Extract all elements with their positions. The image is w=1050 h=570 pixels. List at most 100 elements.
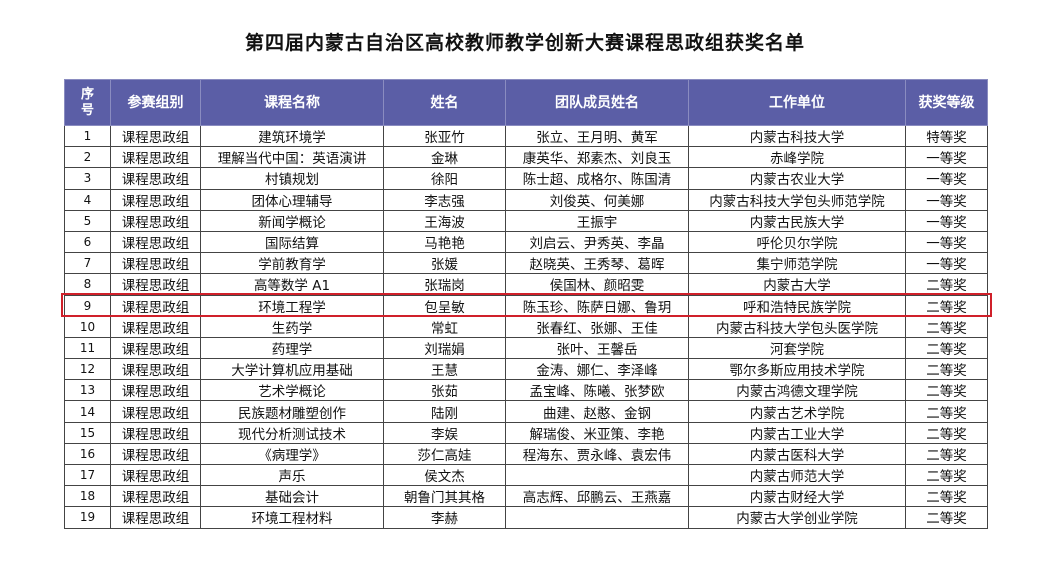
cell-group: 课程思政组	[110, 209, 201, 232]
cell-name: 王慧	[383, 358, 506, 381]
cell-group: 课程思政组	[110, 124, 201, 148]
table-row: 15 课程思政组 现代分析测试技术 李娱 解瑞俊、米亚策、李艳 内蒙古工业大学 二等奖	[64, 421, 988, 444]
award-table: 序号 参赛组别 课程名称 姓名 团队成员姓名 工作单位 获奖等级 1 课程思政组 建筑环境学 张亚…	[64, 79, 988, 529]
cell-no: 18	[64, 485, 111, 508]
cell-course: 学前教育学	[200, 252, 384, 275]
table-row: 14 课程思政组 民族题材雕塑创作 陆刚 曲建、赵憨、金钢 内蒙古艺术学院 二等奖	[64, 400, 988, 423]
cell-group: 课程思政组	[110, 400, 201, 423]
cell-unit: 内蒙古师范大学	[688, 463, 906, 487]
cell-award: 二等奖	[905, 463, 988, 487]
cell-name: 侯文杰	[383, 463, 506, 487]
cell-course: 《病理学》	[200, 442, 384, 466]
cell-course: 高等数学 A1	[200, 273, 384, 296]
table-row: 16 课程思政组 《病理学》 莎仁高娃 程海东、贾永峰、袁宏伟 内蒙古医科大学 二等奖	[64, 442, 988, 466]
cell-award: 一等奖	[905, 146, 988, 169]
cell-name: 李娱	[383, 421, 506, 444]
cell-no: 3	[64, 167, 111, 190]
cell-group: 课程思政组	[110, 146, 201, 169]
cell-award: 二等奖	[905, 400, 988, 423]
cell-team: 张立、王月明、黄军	[505, 124, 689, 148]
table-row: 11 课程思政组 药理学 刘瑞娟 张叶、王馨岳 河套学院 二等奖	[64, 336, 988, 360]
cell-name: 徐阳	[383, 167, 506, 190]
cell-team: 解瑞俊、米亚策、李艳	[505, 421, 689, 444]
cell-team	[505, 506, 689, 529]
cell-group: 课程思政组	[110, 506, 201, 529]
cell-no: 15	[64, 421, 111, 444]
cell-team: 程海东、贾永峰、袁宏伟	[505, 442, 689, 466]
cell-no: 11	[64, 336, 111, 360]
cell-group: 课程思政组	[110, 485, 201, 508]
cell-course: 新闻学概论	[200, 209, 384, 232]
cell-unit: 内蒙古工业大学	[688, 421, 906, 444]
cell-group: 课程思政组	[110, 421, 201, 444]
cell-group: 课程思政组	[110, 230, 201, 254]
cell-course: 生药学	[200, 315, 384, 338]
cell-name: 王海波	[383, 209, 506, 232]
cell-course: 理解当代中国：英语演讲	[200, 146, 384, 169]
cell-course: 国际结算	[200, 230, 384, 254]
cell-course: 大学计算机应用基础	[200, 358, 384, 381]
cell-group: 课程思政组	[110, 167, 201, 190]
cell-group: 课程思政组	[110, 358, 201, 381]
cell-course: 民族题材雕塑创作	[200, 400, 384, 423]
cell-group: 课程思政组	[110, 315, 201, 338]
cell-name: 常虹	[383, 315, 506, 338]
cell-name: 张亚竹	[383, 124, 506, 148]
cell-unit: 内蒙古艺术学院	[688, 400, 906, 423]
column-header-unit: 工作单位	[688, 79, 906, 126]
table-row: 4 课程思政组 团体心理辅导 李志强 刘俊英、何美娜 内蒙古科技大学包头师范学院 一等奖	[64, 188, 988, 211]
cell-no: 16	[64, 442, 111, 466]
cell-award: 二等奖	[905, 294, 988, 317]
cell-unit: 内蒙古民族大学	[688, 209, 906, 232]
cell-course: 团体心理辅导	[200, 188, 384, 211]
cell-no: 8	[64, 273, 111, 296]
cell-unit: 内蒙古大学	[688, 273, 906, 296]
cell-unit: 河套学院	[688, 336, 906, 360]
cell-team: 刘俊英、何美娜	[505, 188, 689, 211]
cell-name: 李志强	[383, 188, 506, 211]
cell-no: 17	[64, 463, 111, 487]
table-row: 2 课程思政组 理解当代中国：英语演讲 金琳 康英华、郑素杰、刘良玉 赤峰学院 一等奖	[64, 146, 988, 169]
cell-course: 村镇规划	[200, 167, 384, 190]
cell-team: 张春红、张娜、王佳	[505, 315, 689, 338]
cell-team: 张叶、王馨岳	[505, 336, 689, 360]
cell-unit: 内蒙古科技大学	[688, 124, 906, 148]
cell-award: 二等奖	[905, 273, 988, 296]
cell-name: 包呈敏	[383, 294, 506, 317]
cell-group: 课程思政组	[110, 379, 201, 402]
cell-course: 基础会计	[200, 485, 384, 508]
cell-team: 赵晓英、王秀琴、葛晖	[505, 252, 689, 275]
cell-no: 9	[64, 294, 111, 317]
table-row: 7 课程思政组 学前教育学 张媛 赵晓英、王秀琴、葛晖 集宁师范学院 一等奖	[64, 252, 988, 275]
column-header-name: 姓名	[383, 79, 506, 126]
cell-name: 张茹	[383, 379, 506, 402]
cell-award: 二等奖	[905, 506, 988, 529]
cell-course: 现代分析测试技术	[200, 421, 384, 444]
cell-course: 艺术学概论	[200, 379, 384, 402]
cell-team: 侯国林、颜昭雯	[505, 273, 689, 296]
cell-no: 14	[64, 400, 111, 423]
table-row: 12 课程思政组 大学计算机应用基础 王慧 金涛、娜仁、李泽峰 鄂尔多斯应用技术学院 二等奖	[64, 358, 988, 381]
cell-course: 环境工程材料	[200, 506, 384, 529]
cell-name: 莎仁高娃	[383, 442, 506, 466]
cell-team: 陈士超、成格尔、陈国清	[505, 167, 689, 190]
table-row: 13 课程思政组 艺术学概论 张茹 孟宝峰、陈曦、张梦欧 内蒙古鸿德文理学院 二等奖	[64, 379, 988, 402]
table-row: 8 课程思政组 高等数学 A1 张瑞岗 侯国林、颜昭雯 内蒙古大学 二等奖	[64, 273, 988, 296]
cell-team: 金涛、娜仁、李泽峰	[505, 358, 689, 381]
table-row: 18 课程思政组 基础会计 朝鲁门其其格 高志辉、邱鹏云、王燕嘉 内蒙古财经大学 二等奖	[64, 485, 988, 508]
cell-group: 课程思政组	[110, 188, 201, 211]
column-header-team: 团队成员姓名	[505, 79, 689, 126]
table-row: 3 课程思政组 村镇规划 徐阳 陈士超、成格尔、陈国清 内蒙古农业大学 一等奖	[64, 167, 988, 190]
cell-course: 环境工程学	[200, 294, 384, 317]
cell-team: 孟宝峰、陈曦、张梦欧	[505, 379, 689, 402]
column-header-no: 序号	[64, 79, 111, 126]
cell-unit: 集宁师范学院	[688, 252, 906, 275]
table-row: 17 课程思政组 声乐 侯文杰 内蒙古师范大学 二等奖	[64, 463, 988, 487]
cell-group: 课程思政组	[110, 463, 201, 487]
cell-award: 二等奖	[905, 358, 988, 381]
cell-award: 二等奖	[905, 485, 988, 508]
cell-unit: 赤峰学院	[688, 146, 906, 169]
cell-award: 二等奖	[905, 315, 988, 338]
cell-name: 陆刚	[383, 400, 506, 423]
cell-no: 13	[64, 379, 111, 402]
